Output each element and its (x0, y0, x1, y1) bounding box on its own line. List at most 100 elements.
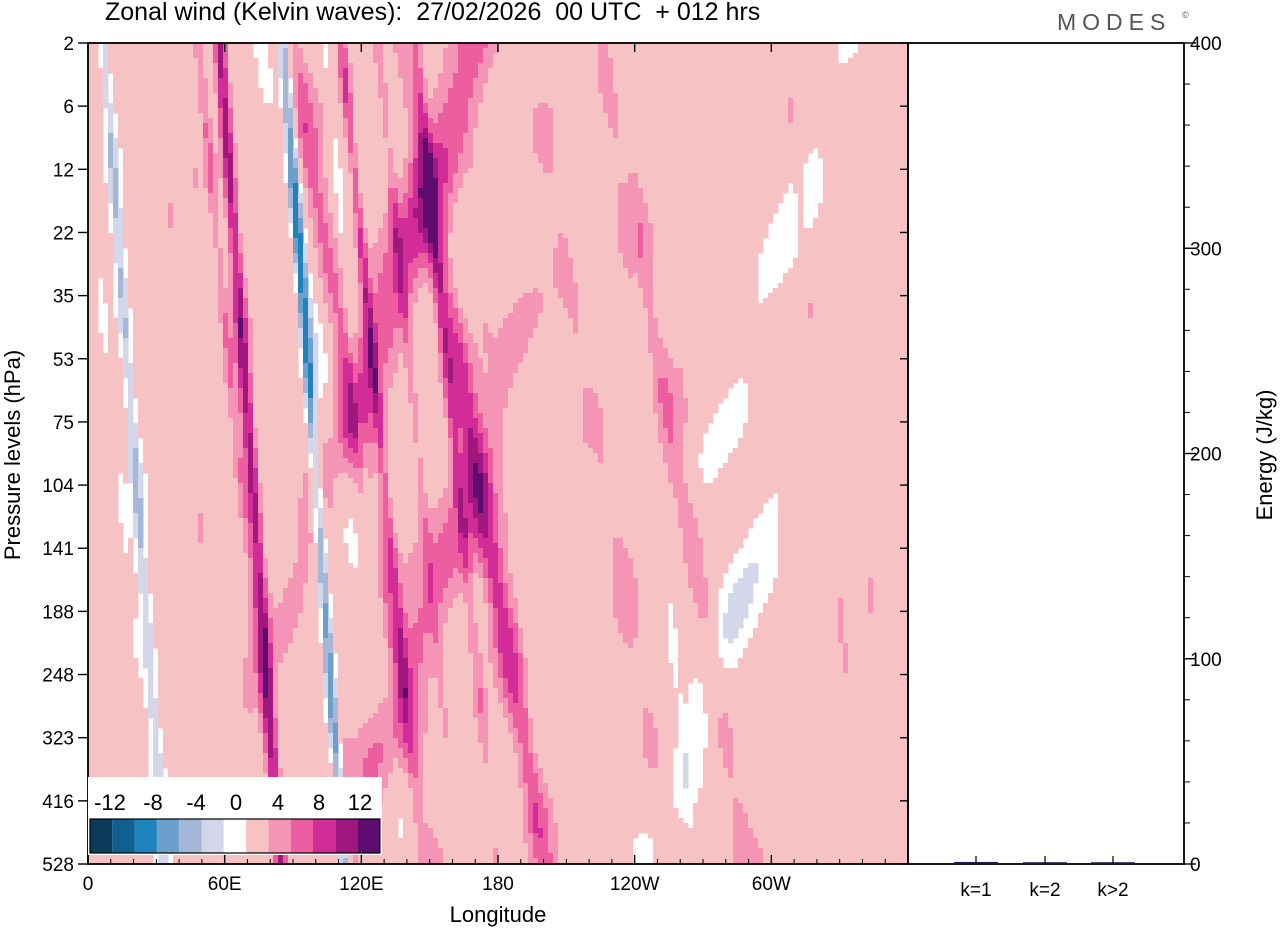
contour-cell (613, 558, 634, 564)
contour-cell (318, 318, 329, 324)
contour-cell (263, 503, 299, 509)
contour-cell (498, 623, 509, 629)
contour-cell (318, 573, 329, 579)
contour-cell (388, 418, 414, 424)
contour-cell (148, 713, 159, 719)
contour-cell (253, 493, 259, 499)
contour-cell (583, 393, 599, 399)
contour-cell (88, 168, 104, 174)
contour-cell (673, 603, 699, 609)
contour-cell (228, 103, 234, 109)
contour-cell (438, 248, 444, 254)
contour-cell (148, 563, 249, 569)
contour-cell (398, 533, 419, 539)
contour-cell (328, 353, 334, 359)
contour-cell (388, 128, 409, 134)
contour-cell (388, 168, 394, 174)
contour-cell (88, 183, 109, 189)
contour-cell (658, 758, 674, 764)
contour-cell (418, 723, 429, 729)
contour-cell (648, 203, 779, 209)
contour-cell (453, 503, 459, 509)
contour-cell (308, 478, 314, 484)
contour-cell (148, 508, 239, 514)
contour-cell (333, 293, 339, 299)
contour-cell (408, 123, 414, 129)
contour-cell (223, 198, 229, 204)
contour-cell (633, 568, 689, 574)
contour-cell (158, 718, 259, 724)
contour-cell (703, 778, 908, 784)
contour-cell (538, 288, 559, 294)
contour-cell (843, 658, 849, 664)
contour-cell (638, 228, 644, 234)
contour-cell (368, 378, 374, 384)
contour-cell (603, 423, 659, 429)
contour-cell (258, 463, 309, 469)
contour-cell (403, 88, 414, 94)
contour-cell (378, 328, 394, 334)
contour-cell (108, 148, 114, 154)
contour-cell (348, 138, 354, 144)
contour-cell (223, 68, 229, 74)
contour-cell (493, 623, 499, 629)
contour-cell (388, 678, 394, 684)
contour-cell (443, 188, 454, 194)
contour-cell (343, 738, 399, 744)
contour-cell (168, 213, 174, 219)
contour-cell (293, 43, 299, 49)
contour-cell (318, 543, 324, 549)
contour-cell (808, 308, 814, 314)
contour-cell (198, 513, 204, 519)
contour-cell (263, 738, 269, 744)
contour-cell (218, 243, 229, 249)
contour-cell (378, 88, 389, 94)
contour-cell (343, 228, 354, 234)
contour-cell (383, 368, 399, 374)
contour-cell (383, 383, 394, 389)
contour-cell (428, 713, 444, 719)
contour-cell (408, 138, 414, 144)
contour-cell (423, 548, 459, 554)
contour-cell (363, 298, 369, 304)
contour-cell (583, 428, 604, 434)
contour-cell (653, 353, 669, 359)
contour-cell (433, 158, 439, 164)
contour-cell (248, 653, 254, 659)
contour-cell (448, 168, 459, 174)
contour-cell (338, 408, 344, 414)
contour-cell (218, 188, 224, 194)
contour-cell (418, 713, 429, 719)
contour-cell (483, 468, 489, 474)
contour-cell (338, 143, 349, 149)
contour-cell (468, 443, 479, 449)
contour-cell (268, 738, 274, 744)
contour-cell (433, 148, 449, 154)
contour-cell (373, 308, 399, 314)
contour-cell (313, 463, 319, 469)
contour-cell (233, 263, 239, 269)
contour-cell (328, 48, 339, 54)
contour-cell (383, 438, 389, 444)
contour-cell (673, 488, 689, 494)
contour-cell (228, 158, 234, 164)
contour-cell (508, 403, 584, 409)
contour-cell (408, 153, 414, 159)
contour-cell (353, 143, 359, 149)
contour-cell (273, 703, 279, 709)
contour-cell (543, 163, 554, 169)
contour-cell (293, 573, 309, 579)
contour-cell (438, 243, 444, 249)
contour-cell (423, 588, 429, 594)
contour-cell (603, 458, 664, 464)
contour-cell (88, 653, 134, 659)
contour-cell (323, 673, 329, 679)
contour-cell (483, 463, 489, 469)
contour-cell (88, 128, 104, 134)
contour-cell (458, 198, 619, 204)
contour-cell (818, 148, 908, 154)
contour-cell (513, 738, 519, 744)
contour-cell (268, 648, 274, 654)
contour-cell (478, 573, 484, 579)
contour-cell (408, 768, 419, 774)
